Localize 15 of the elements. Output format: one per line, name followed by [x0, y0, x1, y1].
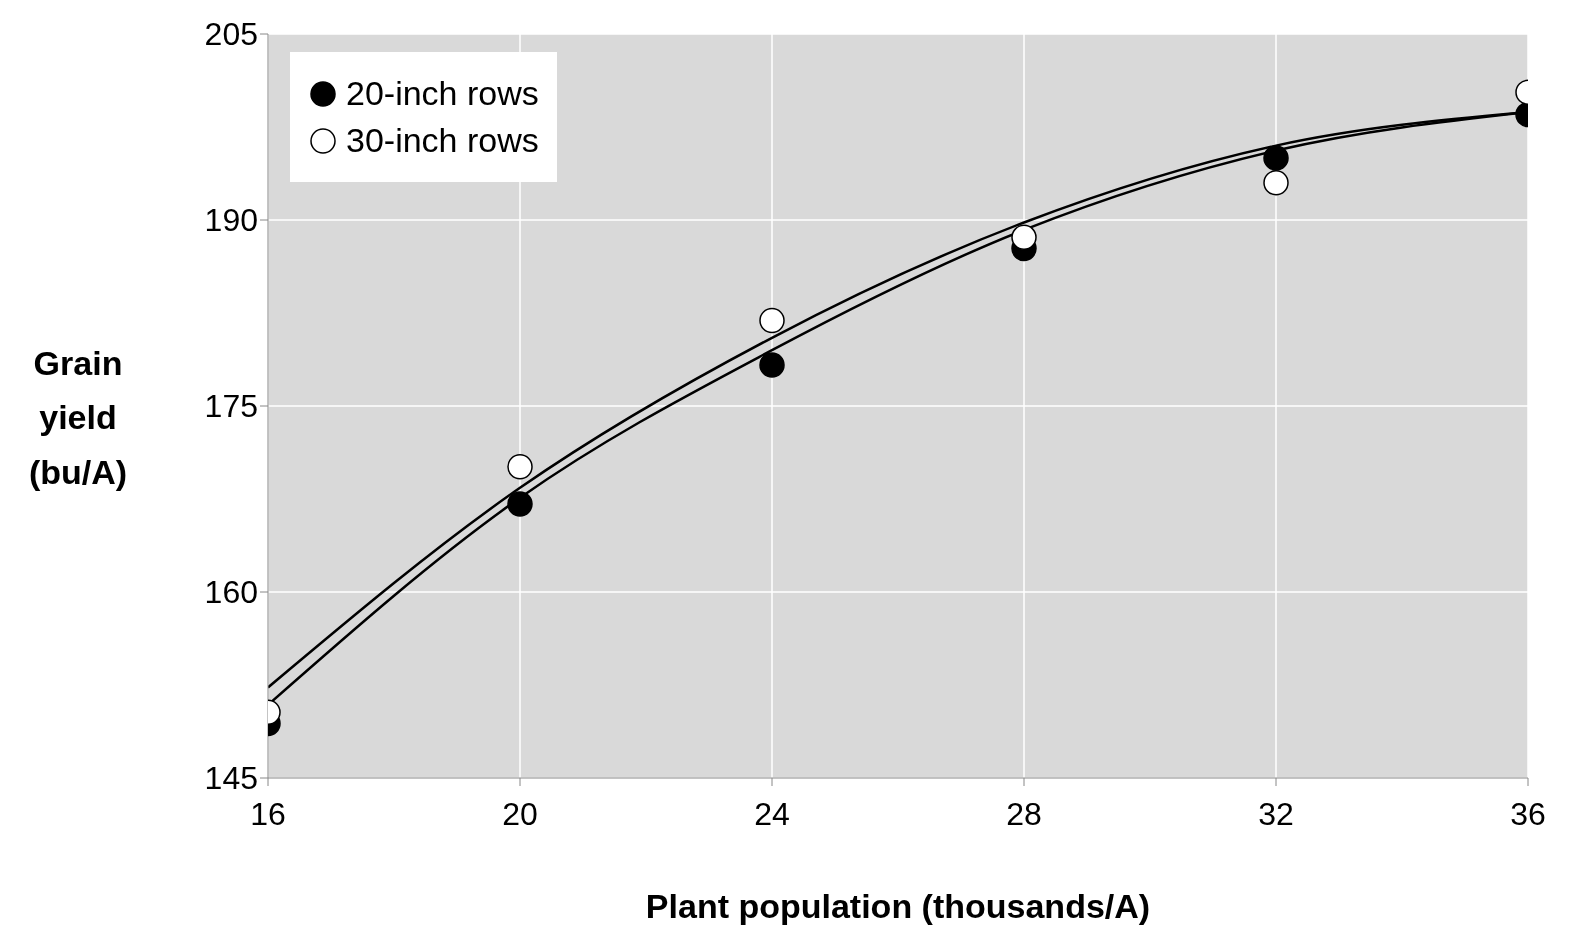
y-axis-title: Grain yield (bu/A) — [27, 343, 129, 493]
y-tick-label: 160 — [204, 574, 258, 611]
y-tick-label: 175 — [204, 388, 258, 425]
y-tick-label: 190 — [204, 202, 258, 239]
legend-label: 30-inch rows — [346, 121, 539, 160]
x-tick-label: 32 — [1258, 795, 1294, 832]
x-tick-label: 20 — [502, 795, 538, 832]
legend-label: 20-inch rows — [346, 74, 539, 113]
x-tick-label: 24 — [754, 795, 790, 832]
y-tick-label: 205 — [204, 16, 258, 53]
x-tick-label: 16 — [250, 795, 286, 832]
x-axis-title: Plant population (thousands/A) — [645, 887, 1151, 925]
x-tick-label: 28 — [1006, 795, 1042, 832]
x-tick-label: 36 — [1510, 795, 1546, 832]
y-tick-label: 145 — [204, 760, 258, 797]
